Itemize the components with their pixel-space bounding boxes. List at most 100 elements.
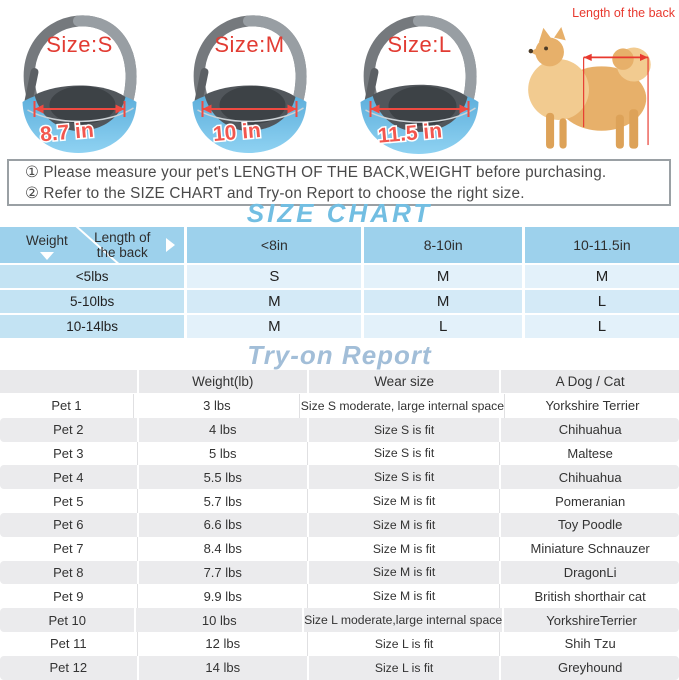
pet-cell: Pet 2 <box>0 417 137 442</box>
weight-cell: 5 lbs <box>138 441 307 466</box>
notice-line-1: ① Please measure your pet's LENGTH OF TH… <box>25 164 607 181</box>
column-header: Weight(lb) <box>138 370 307 393</box>
tryon-row: Pet 11 12 lbs Size L is fit Shih Tzu <box>0 631 679 656</box>
tryon-report-title: Try-on Report <box>247 340 432 370</box>
pet-cell: Pet 5 <box>0 489 137 513</box>
size-chart-header-row: Weight Length of the back <8in 8-10in 10… <box>0 227 679 263</box>
bag-measure-label: 10 in <box>212 119 262 146</box>
wear-size-cell: Size M is fit <box>308 536 500 561</box>
wear-size-cell: Size S is fit <box>308 441 500 466</box>
size-cell: L <box>524 290 679 313</box>
weight-cell: 4 lbs <box>138 417 307 442</box>
column-header: 8-10in <box>364 227 522 263</box>
size-chart-row: 5-10lbs M M L <box>0 290 679 313</box>
wear-size-cell: Size L moderate,large internal space <box>304 608 503 632</box>
bag-size-label: Size:L <box>387 32 452 57</box>
weight-range-cell: <5lbs <box>0 265 185 288</box>
column-header: Wear size <box>308 370 500 393</box>
size-cell: M <box>524 265 679 288</box>
animal-cell: Toy Poodle <box>501 512 679 537</box>
weight-cell: 12 lbs <box>138 631 307 656</box>
width-dimension-arrow <box>369 101 470 117</box>
wear-size-cell: Size S is fit <box>308 417 500 442</box>
weight-cell: 10 lbs <box>136 608 303 632</box>
wear-size-cell: Size L is fit <box>308 655 500 680</box>
width-dimension-arrow <box>201 101 298 117</box>
bag-size-s: 8.7 in Size:S <box>2 12 157 158</box>
length-axis-label: Length of the back <box>94 230 151 260</box>
tryon-row: Pet 8 7.7 lbs Size M is fit DragonLi <box>0 560 679 585</box>
animal-cell: Miniature Schnauzer <box>501 536 679 561</box>
size-cell: S <box>187 265 362 288</box>
animal-cell: Chihuahua <box>501 465 679 490</box>
bag-measure-label: 8.7 in <box>39 119 95 147</box>
animal-cell: Chihuahua <box>501 417 679 442</box>
column-header: A Dog / Cat <box>501 370 679 393</box>
animal-cell: YorkshireTerrier <box>504 608 679 632</box>
sling-bag-illustration: 8.7 in <box>22 15 137 153</box>
weight-cell: 8.4 lbs <box>138 536 307 561</box>
width-dimension-arrow <box>33 101 126 117</box>
animal-cell: Maltese <box>501 441 679 466</box>
tryon-row: Pet 6 6.6 lbs Size M is fit Toy Poodle <box>0 512 679 537</box>
pet-cell: Pet 9 <box>0 584 137 609</box>
tryon-row: Pet 5 5.7 lbs Size M is fit Pomeranian <box>0 489 679 513</box>
size-cell: M <box>187 315 362 338</box>
weight-cell: 3 lbs <box>134 394 299 418</box>
sling-bag-illustration: 11.5 in <box>360 15 479 154</box>
dog-measurement-figure: Length of the back <box>503 2 677 158</box>
size-chart-body: <5lbs S M M 5-10lbs M M L 10-14lbs M L L <box>0 265 679 338</box>
weight-cell: 5.7 lbs <box>138 489 307 513</box>
size-cell: M <box>364 290 522 313</box>
pet-cell: Pet 8 <box>0 560 137 585</box>
weight-cell: 5.5 lbs <box>138 465 307 490</box>
notice-line-2: ② Refer to the SIZE CHART and Try-on Rep… <box>25 184 525 202</box>
weight-range-cell: 5-10lbs <box>0 290 185 313</box>
pet-cell: Pet 10 <box>0 608 135 632</box>
size-chart-row: 10-14lbs M L L <box>0 315 679 338</box>
weight-cell: 14 lbs <box>138 655 307 680</box>
bag-size-m: 10 in Size:M <box>172 12 327 158</box>
column-header <box>0 370 137 393</box>
column-header: <8in <box>187 227 362 263</box>
pet-cell: Pet 7 <box>0 536 137 561</box>
pet-cell: Pet 6 <box>0 512 137 537</box>
tryon-row: Pet 12 14 lbs Size L is fit Greyhound <box>0 655 679 680</box>
weight-axis-label: Weight <box>26 233 68 248</box>
pet-cell: Pet 3 <box>0 441 137 466</box>
animal-cell: DragonLi <box>501 560 679 585</box>
size-cell: L <box>524 315 679 338</box>
animal-cell: Shih Tzu <box>501 631 679 656</box>
bag-size-label: Size:S <box>46 32 113 57</box>
sling-bag-illustration: 10 in <box>192 15 307 153</box>
wear-size-cell: Size L is fit <box>308 631 500 656</box>
wear-size-cell: Size M is fit <box>308 512 500 537</box>
tryon-row: Pet 10 10 lbs Size L moderate,large intern… <box>0 608 679 632</box>
pet-cell: Pet 11 <box>0 631 137 656</box>
column-header: 10-11.5in <box>524 227 679 263</box>
purchase-notice-box: ① Please measure your pet's LENGTH OF TH… <box>7 159 671 206</box>
wear-size-cell: Size M is fit <box>308 560 500 585</box>
animal-cell: Pomeranian <box>501 489 679 513</box>
wear-size-cell: Size S moderate, large internal space <box>300 394 505 418</box>
wear-size-cell: Size M is fit <box>308 584 500 609</box>
dog-illustration <box>528 26 651 149</box>
tryon-row: Pet 9 9.9 lbs Size M is fit British shortha… <box>0 584 679 609</box>
size-cell: M <box>187 290 362 313</box>
pet-cell: Pet 1 <box>0 394 133 418</box>
tryon-header-row: Weight(lb) Wear size A Dog / Cat <box>0 370 679 393</box>
weight-cell: 9.9 lbs <box>138 584 307 609</box>
weight-cell: 6.6 lbs <box>138 512 307 537</box>
pet-cell: Pet 12 <box>0 655 137 680</box>
size-chart-corner-cell: Weight Length of the back <box>0 227 185 263</box>
bag-size-label: Size:M <box>214 32 285 57</box>
tryon-row: Pet 4 5.5 lbs Size S is fit Chihuahua <box>0 465 679 490</box>
bag-size-l: 11.5 in Size:L <box>342 12 497 158</box>
size-cell: L <box>364 315 522 338</box>
size-cell: M <box>364 265 522 288</box>
tryon-row: Pet 7 8.4 lbs Size M is fit Miniature Schna… <box>0 536 679 561</box>
